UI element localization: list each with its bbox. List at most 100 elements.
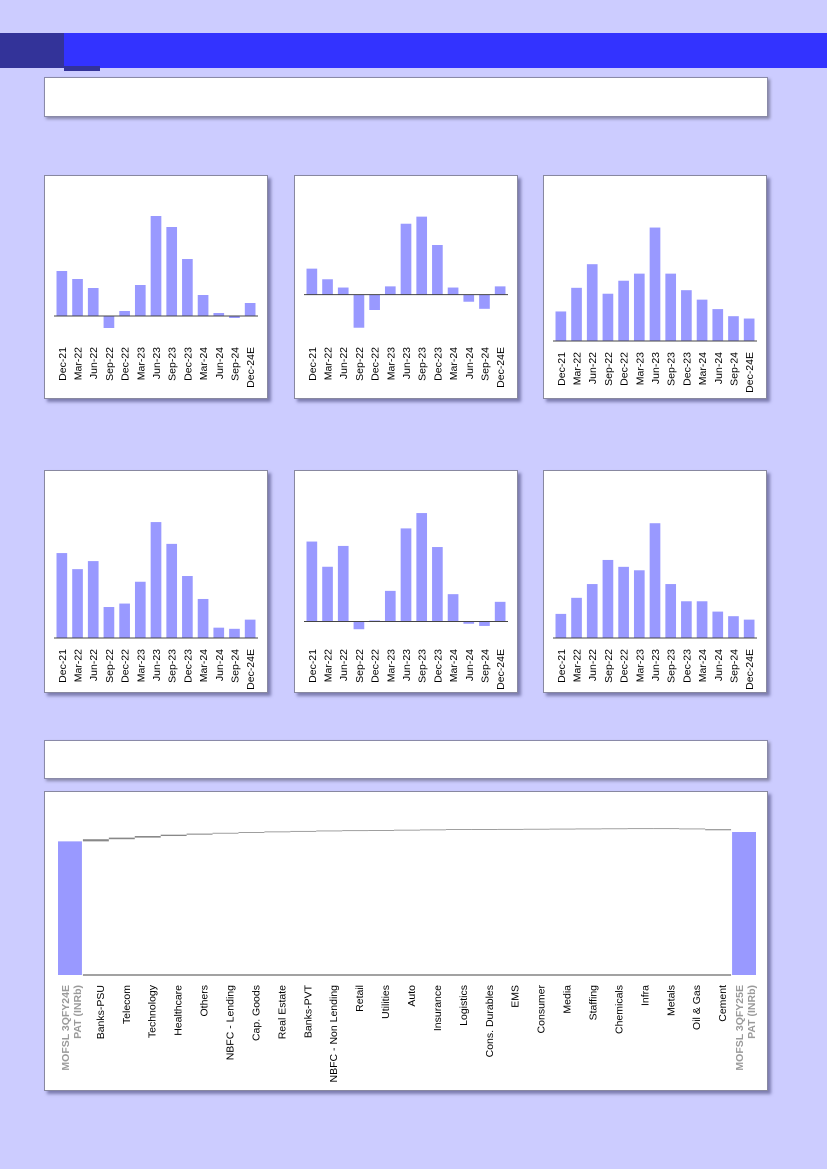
x-tick-label: Mar-24 bbox=[448, 649, 460, 682]
x-tick-label: Sep-24 bbox=[229, 649, 241, 683]
waterfall-step-bar bbox=[316, 830, 343, 832]
x-tick-label: Dec-23 bbox=[182, 649, 194, 683]
bar-Sep-22 bbox=[602, 293, 614, 341]
x-tick-label: EMS bbox=[510, 985, 522, 1008]
x-tick-label: Jun-23 bbox=[401, 649, 413, 681]
bar-Dec-24E bbox=[494, 286, 506, 295]
bar-Mar-23 bbox=[134, 581, 146, 638]
chart-1-svg: Dec-21 Mar-22 Jun-22 Sep-22 Dec-22 Mar-23 Jun-… bbox=[54, 216, 258, 388]
x-tick-label: Dec-24E bbox=[495, 347, 507, 388]
bar-Sep-23 bbox=[665, 273, 677, 341]
waterfall-step-bar bbox=[549, 828, 576, 830]
bar-Mar-24 bbox=[447, 287, 459, 295]
chart-panel-2: Dec-21 Mar-22 Jun-22 Sep-22 Dec-22 Mar-23 Jun-… bbox=[294, 175, 518, 399]
x-tick-label: Dec-22 bbox=[619, 649, 631, 683]
waterfall-step-bar bbox=[290, 830, 317, 832]
bar-Mar-23 bbox=[384, 286, 396, 295]
x-tick-label: Mar-22 bbox=[572, 352, 584, 385]
x-tick-label: Insurance bbox=[432, 985, 444, 1031]
x-tick-label: Mar-24 bbox=[448, 347, 460, 380]
x-tick-label: Sep-22 bbox=[104, 347, 116, 381]
x-tick-label: Dec-22 bbox=[370, 347, 382, 381]
x-tick-label: Sep-22 bbox=[603, 649, 615, 683]
x-tick-label: Others bbox=[199, 985, 211, 1017]
x-tick-label: Dec-22 bbox=[619, 352, 631, 386]
chart-panel-1: Dec-21 Mar-22 Jun-22 Sep-22 Dec-22 Mar-23 Jun-… bbox=[44, 175, 268, 399]
x-tick-label: Chemicals bbox=[613, 985, 625, 1034]
x-tick-label: Sep-23 bbox=[167, 649, 179, 683]
x-tick-label: Mar-24 bbox=[198, 347, 210, 380]
bar-Mar-24 bbox=[696, 601, 708, 638]
x-tick-label-total: MOFSL 3QFY25E bbox=[734, 985, 746, 1071]
bar-Sep-24 bbox=[728, 316, 739, 341]
bar-Dec-24E bbox=[743, 318, 755, 341]
x-tick-label: Jun-23 bbox=[151, 649, 163, 681]
bar-Dec-22 bbox=[618, 280, 629, 341]
x-tick-label: Jun-23 bbox=[650, 649, 662, 681]
bar-Sep-24 bbox=[479, 294, 490, 309]
chart-6-svg: Dec-21 Mar-22 Jun-22 Sep-22 Dec-22 Mar-23 Jun-… bbox=[553, 523, 757, 690]
x-tick-label: Mar-23 bbox=[385, 649, 397, 682]
chart-4-svg: Dec-21 Mar-22 Jun-22 Sep-22 Dec-22 Mar-23 Jun-… bbox=[54, 522, 258, 690]
bar-Mar-23 bbox=[633, 273, 645, 341]
waterfall-step-bar bbox=[419, 829, 446, 831]
waterfall-step-bar bbox=[108, 837, 135, 840]
bar-Jun-22 bbox=[586, 264, 598, 341]
x-tick-label: Sep-24 bbox=[728, 352, 740, 386]
bar-Sep-23 bbox=[416, 513, 428, 622]
chart-panel-3: Dec-21 Mar-22 Jun-22 Sep-22 Dec-22 Mar-23 Jun-… bbox=[543, 175, 767, 399]
bar-Mar-22 bbox=[322, 566, 333, 622]
bar-Sep-22 bbox=[353, 621, 365, 630]
x-tick-label: Jun-22 bbox=[587, 649, 599, 681]
bar-Sep-23 bbox=[166, 227, 178, 316]
section-title-box-bottom bbox=[44, 740, 768, 779]
x-tick-label: Mar-22 bbox=[73, 649, 85, 682]
waterfall-chart-svg: MOFSL 3QFY24E PAT (INRb) Banks-PSU Telecom T… bbox=[58, 828, 758, 1082]
x-tick-label: Dec-24E bbox=[245, 649, 257, 690]
x-tick-label: Mar-24 bbox=[198, 649, 210, 682]
bar-Jun-24 bbox=[463, 294, 475, 302]
bar-Jun-23 bbox=[400, 528, 412, 622]
bar-Mar-24 bbox=[447, 594, 459, 622]
bar-Jun-23 bbox=[649, 227, 661, 341]
bar-Dec-23 bbox=[182, 576, 193, 638]
x-tick-label: Infra bbox=[639, 985, 651, 1006]
x-tick-label: Mar-24 bbox=[697, 649, 709, 682]
x-tick-label: Metals bbox=[665, 985, 677, 1016]
bar-Jun-24 bbox=[213, 627, 225, 638]
x-tick-label: Jun-23 bbox=[650, 352, 662, 384]
bar-Dec-23 bbox=[432, 547, 443, 622]
bar-Mar-22 bbox=[72, 279, 83, 316]
x-tick-label: Cons. Durables bbox=[484, 985, 496, 1057]
x-tick-label: Sep-24 bbox=[229, 347, 241, 381]
bar-Dec-21 bbox=[306, 541, 318, 622]
x-tick-label: Utilities bbox=[380, 985, 392, 1019]
x-tick-label: Sep-23 bbox=[417, 649, 429, 683]
x-tick-label: Real Estate bbox=[276, 985, 288, 1039]
waterfall-step-bar bbox=[238, 832, 265, 833]
bar-Mar-22 bbox=[72, 569, 83, 638]
x-tick-label: Mar-22 bbox=[323, 347, 335, 380]
waterfall-step-bar bbox=[705, 829, 732, 831]
bar-Dec-21 bbox=[555, 613, 567, 638]
x-tick-label: Banks-PSU bbox=[95, 985, 107, 1039]
chart-3-svg: Dec-21 Mar-22 Jun-22 Sep-22 Dec-22 Mar-23 Jun-… bbox=[553, 227, 757, 393]
bar-Dec-24E bbox=[244, 619, 256, 638]
bar-Jun-22 bbox=[337, 287, 349, 295]
waterfall-step-bar bbox=[186, 833, 213, 835]
x-tick-label: Dec-24E bbox=[245, 347, 257, 388]
chart-panel-6: Dec-21 Mar-22 Jun-22 Sep-22 Dec-22 Mar-23 Jun-… bbox=[543, 470, 767, 693]
bar-Dec-21 bbox=[306, 268, 318, 295]
bar-Jun-24 bbox=[712, 309, 724, 341]
section-title-box-top bbox=[44, 77, 768, 117]
x-tick-label: Jun-24 bbox=[214, 649, 226, 681]
waterfall-step-bar bbox=[82, 839, 109, 842]
waterfall-step-bar bbox=[471, 829, 498, 830]
x-tick-label: Jun-22 bbox=[587, 352, 599, 384]
chart-panel-4: Dec-21 Mar-22 Jun-22 Sep-22 Dec-22 Mar-23 Jun-… bbox=[44, 470, 268, 693]
x-tick-label: Dec-24E bbox=[744, 352, 756, 393]
bar-Jun-23 bbox=[150, 522, 162, 638]
bar-end-total bbox=[732, 832, 756, 975]
bar-Sep-23 bbox=[416, 216, 428, 295]
bar-Sep-22 bbox=[103, 316, 115, 328]
